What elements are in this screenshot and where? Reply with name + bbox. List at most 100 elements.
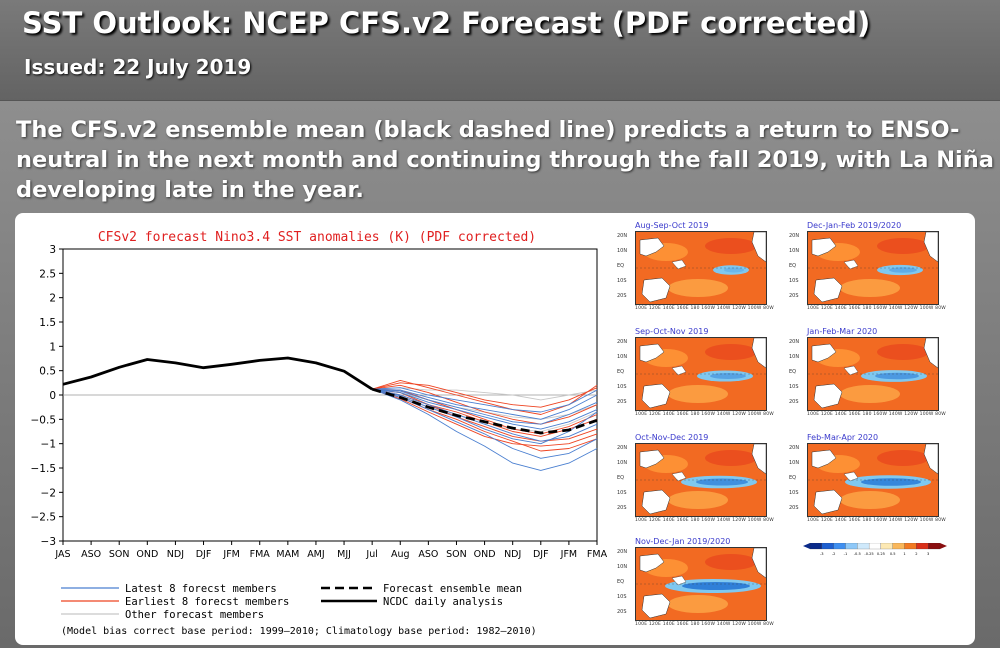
colorbar-tick-label: 1: [903, 552, 905, 556]
header-bar: SST Outlook: NCEP CFS.v2 Forecast (PDF c…: [0, 0, 1000, 101]
map-title: Feb-Mar-Apr 2020: [807, 433, 879, 442]
map-lat-label: 20N: [617, 445, 628, 451]
content-card: 3 2.5 2 1.5 1 0.5 0 −0.5 −1 −1.5 −2 −2.5 −3 JAS ASO SO…: [15, 213, 975, 645]
observed-analysis-line: [62, 356, 373, 391]
map-lat-label: 10S: [617, 278, 627, 284]
latest-member-line: [372, 388, 598, 420]
map-panel: Nov-Dec-Jan 2019/2020 20N 10N EQ 10S 20S 100E …: [617, 531, 774, 631]
colorbar-segment: [821, 543, 834, 550]
colorbar-tick-label: -0.25: [864, 552, 873, 556]
map-title: Aug-Sep-Oct 2019: [635, 221, 709, 230]
x-tick-label: MJJ: [337, 549, 351, 560]
colorbar-tick-label: 0.25: [877, 552, 885, 556]
colorbar-segment: [857, 543, 870, 550]
colorbar-segment: [904, 543, 917, 550]
latest-member-line: [372, 388, 598, 442]
map-lat-label: 10S: [617, 384, 627, 390]
earliest-member-line: [372, 388, 598, 435]
map-lat-label: EQ: [617, 369, 625, 375]
y-tick-label: 2: [49, 293, 56, 305]
map-lat-label: 20S: [617, 505, 627, 511]
colorbar-right-arrow: [940, 543, 947, 549]
colorbar-segment: [833, 543, 846, 550]
map-lon-labels: 100E 120E 140E 160E 180 160W 140W 120W 1…: [635, 518, 774, 523]
y-tick-label: 0: [49, 390, 56, 402]
y-tick-label: −0.5: [31, 414, 57, 426]
sst-anomaly-map: [635, 337, 767, 411]
x-tick-label: Jul: [365, 549, 377, 560]
x-tick-label: ASO: [418, 549, 438, 560]
x-tick-label: ASO: [81, 549, 101, 560]
map-lat-label: 20S: [617, 399, 627, 405]
map-title: Nov-Dec-Jan 2019/2020: [635, 537, 731, 546]
latest-member-line: [372, 387, 598, 413]
map-panel: Dec-Jan-Feb 2019/2020 20N 10N EQ 10S 20S 100E …: [789, 215, 946, 315]
map-lat-label: 20N: [789, 339, 800, 345]
map-lat-label: 10N: [789, 460, 800, 466]
page-title: SST Outlook: NCEP CFS.v2 Forecast (PDF c…: [22, 6, 871, 40]
x-tick-label: JFM: [560, 549, 577, 560]
colorbar-segment: [892, 543, 905, 550]
sst-anomaly-map: [807, 337, 939, 411]
sst-anomaly-map: [807, 231, 939, 305]
map-lon-labels: 100E 120E 140E 160E 180 160W 140W 120W 1…: [807, 518, 946, 523]
map-lat-label: EQ: [617, 579, 625, 585]
sst-anomaly-map: [635, 547, 767, 621]
x-tick-label: JFM: [222, 549, 239, 560]
x-tick-label: Aug: [391, 549, 410, 560]
map-lat-label: 20S: [617, 609, 627, 615]
x-tick-label: DJF: [533, 549, 549, 560]
map-title: Jan-Feb-Mar 2020: [807, 327, 878, 336]
earliest-member-line: [372, 382, 598, 408]
colorbar-segment: [880, 543, 893, 550]
chart-footnote: (Model bias correct base period: 1999–20…: [61, 626, 537, 637]
map-panel: Feb-Mar-Apr 2020 20N 10N EQ 10S 20S 100E 120E …: [789, 427, 946, 527]
issued-date: Issued: 22 July 2019: [24, 55, 252, 79]
map-lat-label: EQ: [789, 263, 797, 269]
legend-label-other: Other forecast members: [125, 609, 264, 621]
colorbar-tick-label: 2: [915, 552, 917, 556]
legend-label-earliest: Earliest 8 forecst members: [125, 596, 289, 608]
latest-member-line: [372, 388, 598, 459]
latest-member-line: [372, 388, 598, 445]
map-lat-label: 10N: [617, 354, 628, 360]
map-lat-label: 20N: [617, 233, 628, 239]
colorbar-tick-label: 3: [927, 552, 929, 556]
y-tick-label: 1: [49, 341, 56, 353]
legend-label-mean: Forecast ensemble mean: [383, 583, 522, 595]
x-tick-label: DJF: [196, 549, 212, 560]
x-tick-label: NDJ: [504, 549, 521, 560]
map-lat-label: 10S: [789, 278, 799, 284]
map-panel: Aug-Sep-Oct 2019 20N 10N EQ 10S 20S 100E 120E …: [617, 215, 774, 315]
y-tick-label: −2.5: [31, 512, 57, 524]
y-tick-label: −3: [41, 536, 56, 548]
colorbar-segment: [928, 543, 941, 550]
legend: Latest 8 forecst members Earliest 8 fore…: [61, 583, 537, 637]
legend-label-observed: NCDC daily analysis: [383, 596, 503, 608]
x-tick-label: JAS: [54, 549, 70, 560]
sst-colorbar: -3 -2 -1 -0.5 -0.25 0.25 0.5 1 2 3: [803, 543, 947, 556]
sst-anomaly-map: [635, 443, 767, 517]
map-lat-label: 20S: [617, 293, 627, 299]
sst-anomaly-map: [807, 443, 939, 517]
map-lon-labels: 100E 120E 140E 160E 180 160W 140W 120W 1…: [807, 412, 946, 417]
map-lat-label: 10S: [617, 490, 627, 496]
colorbar-left-arrow: [803, 543, 810, 549]
x-tick-label: NDJ: [167, 549, 184, 560]
x-tick-label: OND: [474, 549, 496, 560]
sst-anomaly-map: [635, 231, 767, 305]
map-panel: Jan-Feb-Mar 2020 20N 10N EQ 10S 20S 100E 120E …: [789, 321, 946, 421]
y-tick-label: 1.5: [39, 317, 56, 329]
colorbar-tick-label: -2: [832, 552, 836, 556]
y-tick-label: −1.5: [31, 463, 57, 475]
map-title: Sep-Oct-Nov 2019: [635, 327, 709, 336]
x-tick-label: FMA: [250, 549, 271, 560]
map-lat-label: 20S: [789, 399, 799, 405]
map-lat-label: EQ: [789, 369, 797, 375]
map-lon-labels: 100E 120E 140E 160E 180 160W 140W 120W 1…: [635, 306, 774, 311]
map-lat-label: 20S: [789, 505, 799, 511]
x-tick-label: SON: [109, 549, 130, 560]
colorbar-segment: [809, 543, 822, 550]
map-lat-label: 20N: [617, 549, 628, 555]
colorbar-segment: [916, 543, 929, 550]
